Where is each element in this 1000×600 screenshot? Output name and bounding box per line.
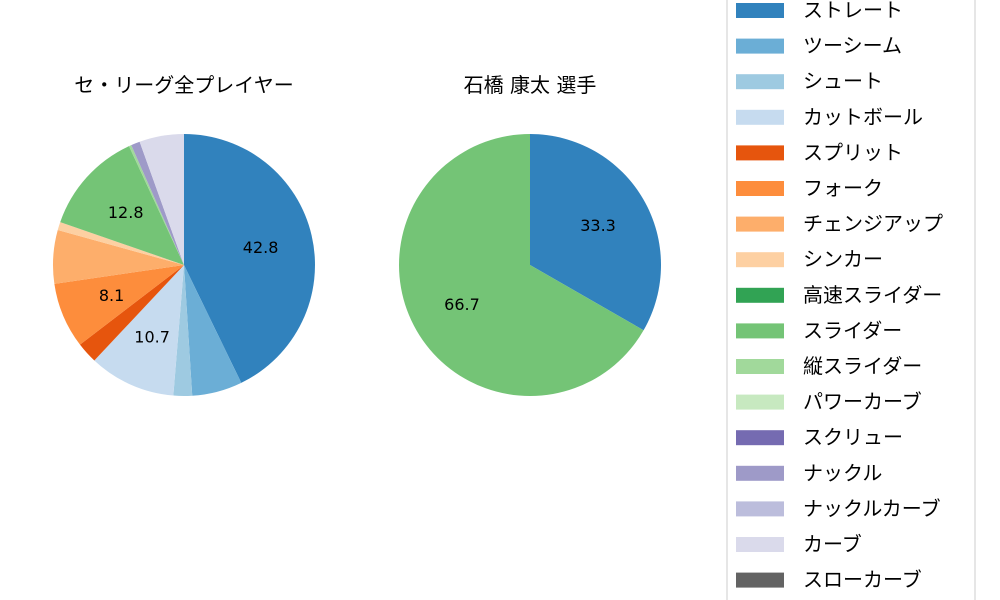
legend-swatch — [736, 537, 784, 552]
slice-value-label: 8.1 — [99, 286, 124, 305]
legend-swatch — [736, 74, 784, 90]
slice-value-label: 66.7 — [444, 295, 480, 314]
pie-slice-5 — [79, 265, 184, 361]
legend-swatch — [736, 287, 784, 303]
legend-label: シンカー — [803, 247, 883, 271]
legend-label: ツーシーム — [803, 34, 902, 58]
legend-label: シュート — [803, 69, 883, 93]
legend-swatch — [736, 323, 784, 339]
legend-swatch — [736, 465, 784, 481]
pie-league: 42.8 10.7 8.1 12.8 — [53, 134, 315, 396]
pie-slice-6 — [54, 265, 185, 345]
legend-swatch — [736, 145, 784, 161]
pie-slice-3 — [173, 265, 193, 396]
pie-title-league: セ・リーグ全プレイヤー — [74, 73, 293, 97]
legend-label: ナックルカーブ — [803, 496, 941, 520]
legend-swatch — [736, 216, 784, 232]
pie-player: 33.3 66.7 — [399, 134, 662, 396]
pie-title-player: 石橋 康太 選手 — [464, 73, 597, 97]
legend-swatch — [736, 572, 784, 588]
slice-value-label: 33.3 — [580, 216, 616, 235]
pie-slice-10 — [60, 146, 185, 265]
legend-swatch — [736, 252, 784, 268]
legend-label: カーブ — [803, 532, 862, 556]
legend-label: パワーカーブ — [803, 390, 922, 414]
legend-label: 縦スライダー — [803, 354, 922, 378]
pie-slice-14 — [131, 141, 184, 265]
legend-label: ストレート — [803, 0, 903, 22]
legend-swatch — [736, 501, 784, 517]
legend-swatch — [736, 394, 784, 410]
pie-slice-7 — [53, 230, 184, 284]
legend-label: スクリュー — [803, 425, 903, 449]
legend-swatch — [736, 38, 784, 54]
pie-slice-1 — [530, 134, 662, 331]
pie-slice-2 — [184, 265, 242, 396]
legend-swatch — [736, 430, 784, 446]
pie-slice-16 — [139, 134, 184, 265]
legend: ストレートツーシームシュートカットボールスプリットフォークチェンジアップシンカー… — [726, 0, 976, 600]
legend-swatch — [736, 181, 784, 196]
legend-label: スローカーブ — [803, 568, 922, 592]
legend-label: フォーク — [803, 176, 883, 200]
pie-slice-1 — [184, 134, 315, 383]
slice-value-label: 12.8 — [108, 203, 144, 222]
pie-slice-8 — [57, 222, 184, 265]
legend-label: スライダー — [803, 318, 902, 342]
legend-label: 高速スライダー — [803, 283, 942, 307]
legend-swatch — [736, 359, 784, 374]
legend-label: スプリット — [803, 140, 903, 164]
legend-swatch — [736, 109, 784, 125]
slice-value-label: 42.8 — [243, 238, 279, 257]
pie-slice-2 — [399, 134, 644, 396]
pie-slice-11 — [128, 145, 184, 265]
pie-slice-4 — [94, 265, 184, 396]
legend-label: カットボール — [803, 105, 923, 129]
legend-frame — [726, 0, 976, 600]
legend-swatch — [736, 3, 784, 18]
legend-label: チェンジアップ — [803, 212, 943, 236]
legend-label: ナックル — [803, 461, 882, 485]
slice-value-label: 10.7 — [134, 327, 170, 346]
